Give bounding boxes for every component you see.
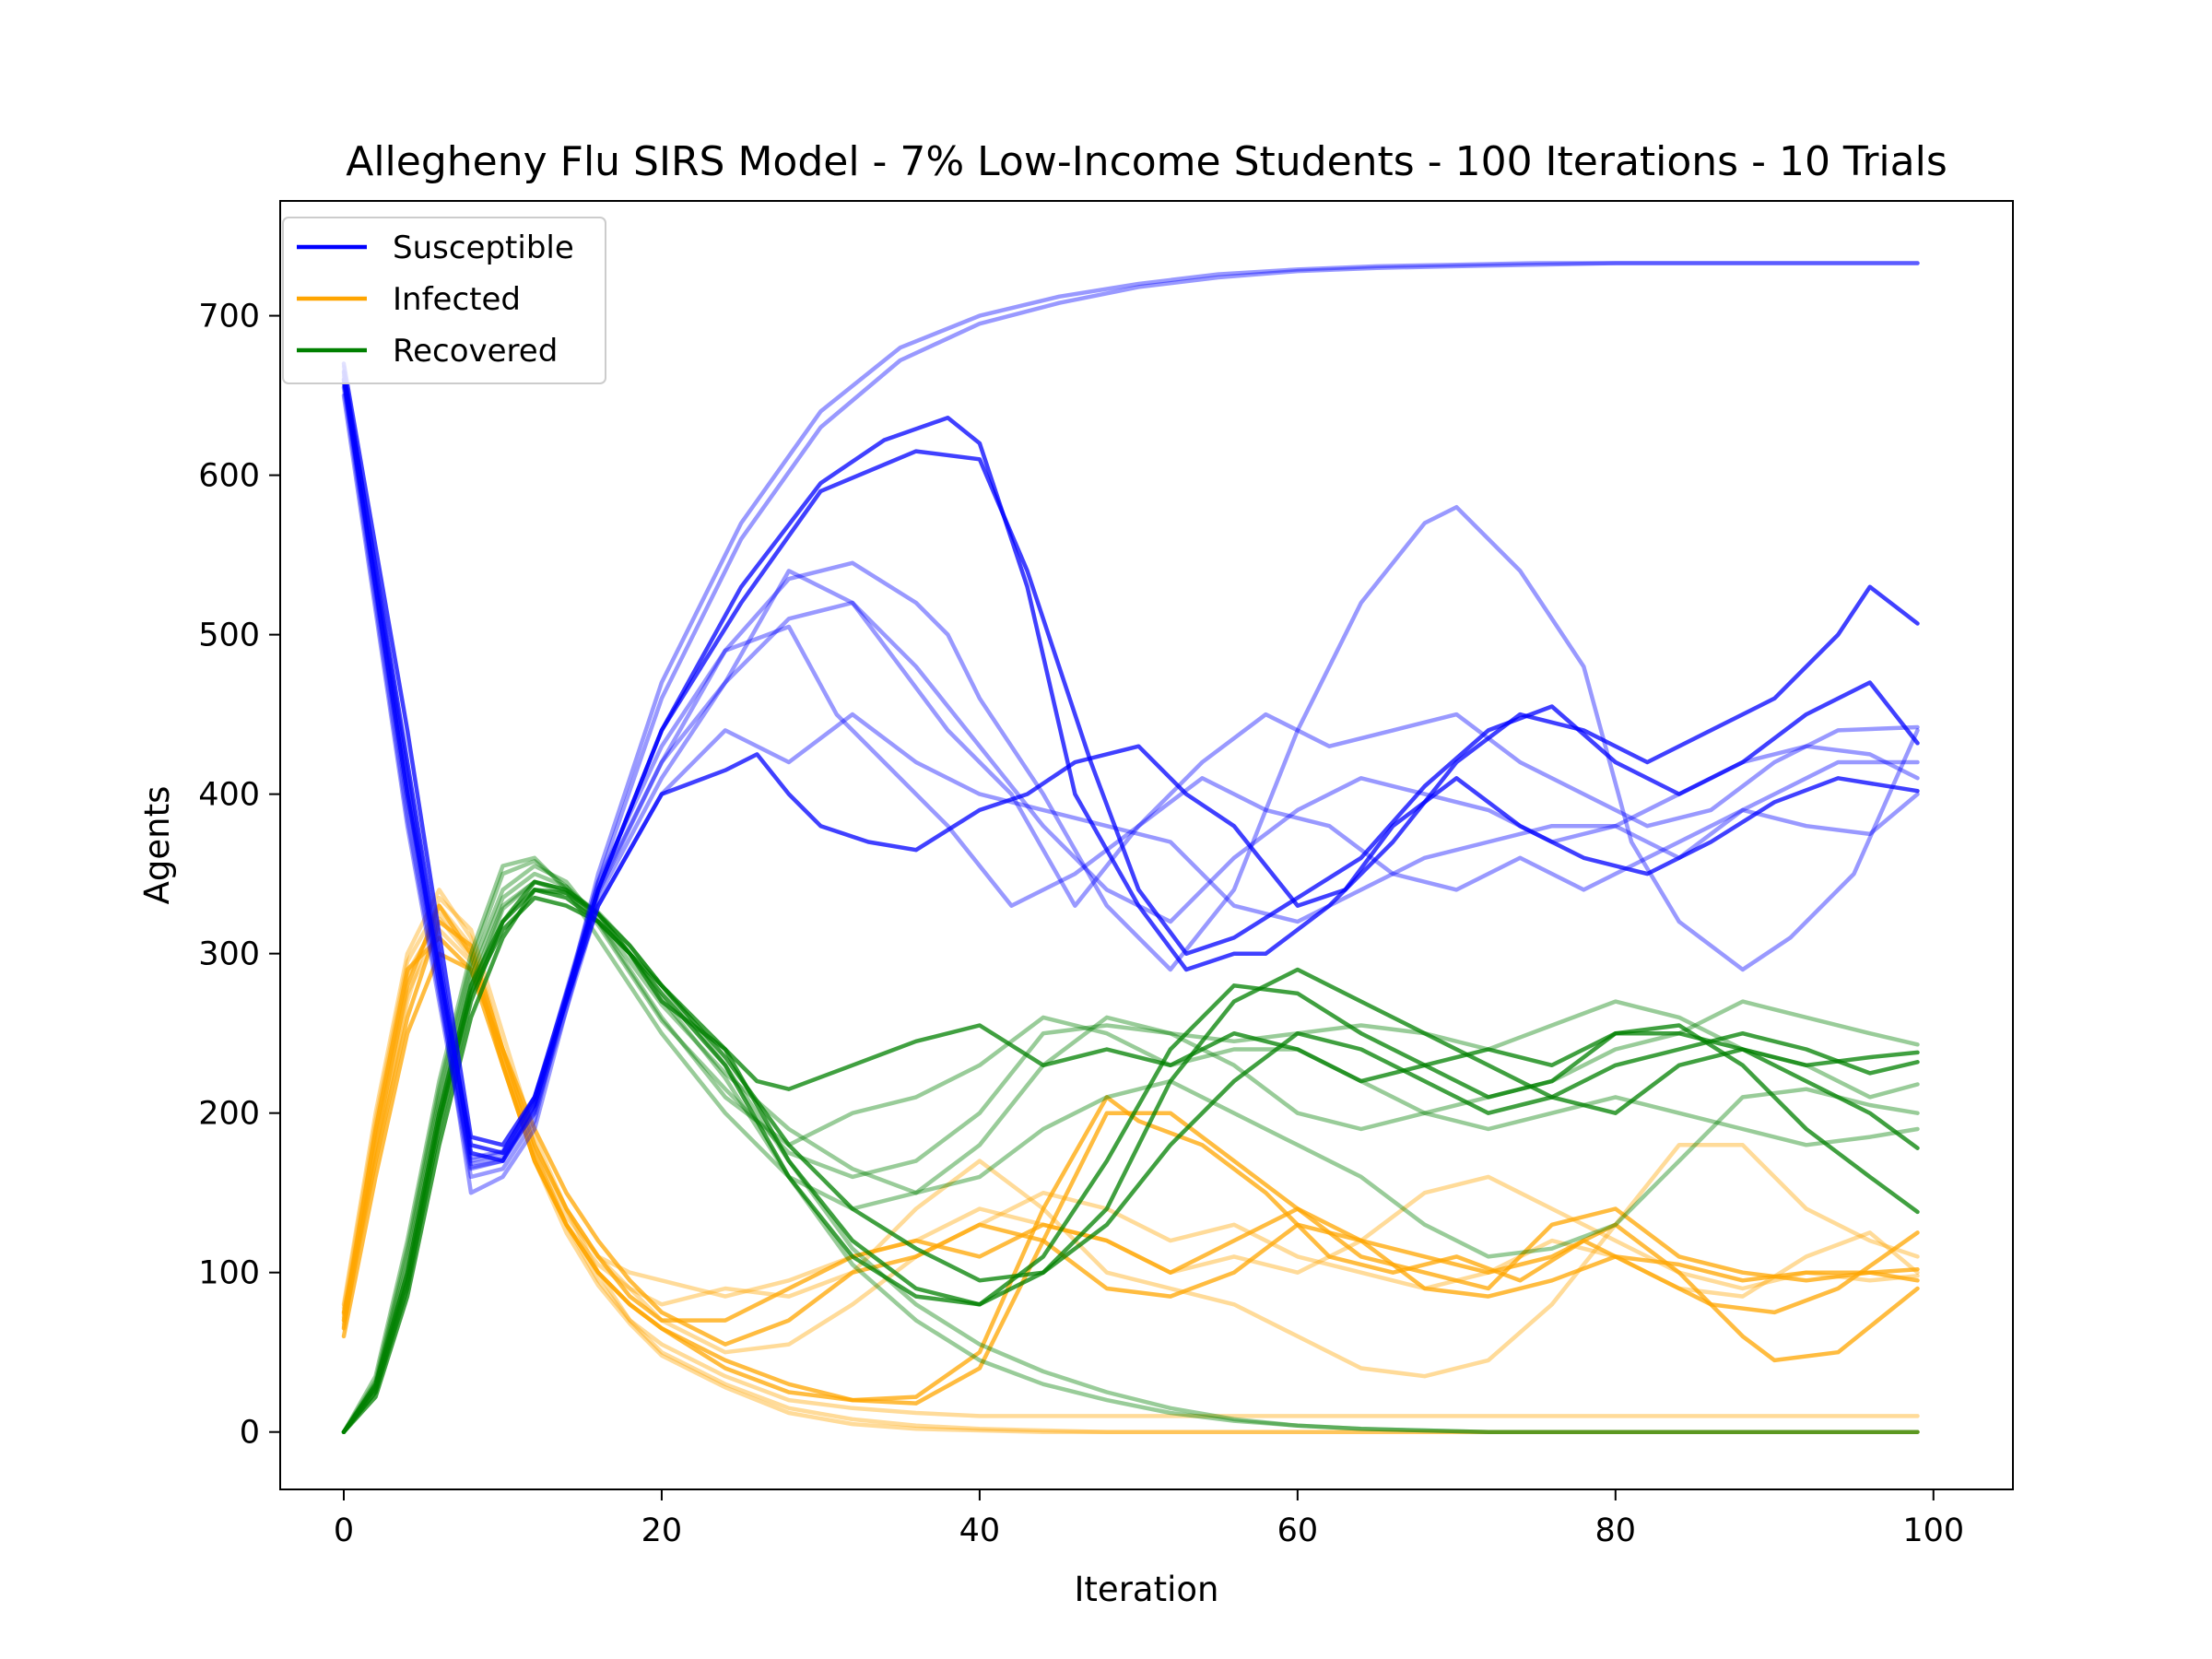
series-line-infected [341,935,1920,1406]
y-tick-label: 300 [198,936,260,973]
series-line-susceptible [341,380,1920,1167]
legend: Susceptible Infected Recovered [282,217,606,384]
series-line-susceptible [341,261,1920,1180]
legend-box [282,217,606,384]
x-tick-label: 60 [1277,1512,1319,1549]
series-line-recovered [341,871,1920,1434]
legend-label-susceptible: Susceptible [393,229,574,266]
legend-label-recovered: Recovered [393,333,558,370]
y-tick-label: 100 [198,1255,260,1292]
series-line-infected [341,895,1920,1418]
y-tick-label: 600 [198,458,260,495]
x-tick-label: 40 [959,1512,1001,1549]
plot-frame [279,200,2014,1490]
x-tick-label: 100 [1902,1512,1964,1549]
series-line-recovered [341,855,1920,1434]
series-line-recovered [341,864,1920,1434]
series-line-recovered [341,895,1920,1434]
ticks-group: 0 20 40 60 80 100 0 100 200 300 400 500 600 700 [198,299,1964,1549]
series-line-recovered [341,879,1920,1434]
chart-title: Allegheny Flu SIRS Model - 7% Low-Income… [346,138,1947,185]
legend-label-infected: Infected [393,281,521,318]
y-tick-label: 400 [198,777,260,814]
series-line-susceptible [341,261,1920,1171]
y-axis-label: Agents [137,786,177,905]
x-tick-label: 0 [334,1512,354,1549]
y-tick-label: 500 [198,618,260,654]
y-tick-label: 200 [198,1096,260,1133]
series-line-recovered [341,859,1920,1434]
series-line-recovered [341,879,1920,1434]
x-tick-label: 80 [1595,1512,1637,1549]
series-group [341,261,1920,1434]
x-axis-label: Iteration [1075,1570,1219,1609]
y-tick-label: 700 [198,299,260,335]
x-tick-label: 20 [641,1512,683,1549]
series-line-susceptible [341,377,1920,1156]
series-line-infected [341,951,1920,1347]
y-tick-label: 0 [240,1415,260,1452]
series-line-recovered [341,888,1920,1434]
series-line-infected [341,912,1920,1320]
